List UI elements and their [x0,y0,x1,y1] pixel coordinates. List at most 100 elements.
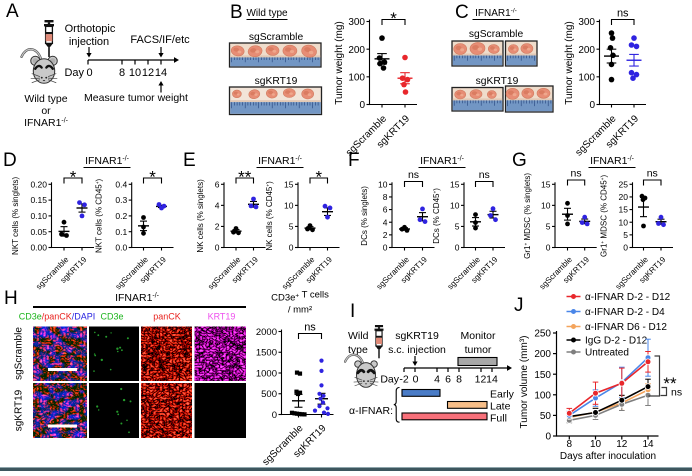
svg-text:D: D [3,150,17,171]
svg-text:*: * [390,9,397,28]
svg-text:10: 10 [619,217,629,227]
svg-text:14: 14 [155,67,167,79]
svg-text:10: 10 [284,200,294,210]
svg-text:B: B [230,2,243,23]
svg-text:Day: Day [380,374,399,386]
svg-text:4: 4 [434,374,440,386]
svg-text:J: J [514,295,524,316]
svg-text:DCs (% CD45+): DCs (% CD45+) [432,188,441,244]
svg-text:ns: ns [571,168,582,180]
svg-text:Gr1+ MDSC (% CD45+): Gr1+ MDSC (% CD45+) [600,175,609,257]
svg-text:0.15: 0.15 [30,195,47,205]
svg-text:5: 5 [623,230,628,240]
svg-text:100: 100 [348,72,365,83]
svg-text:CD3e/panCK/DAPI: CD3e/panCK/DAPI [19,312,96,322]
svg-text:ns: ns [479,169,490,181]
svg-text:E: E [183,150,196,171]
svg-text:0.4: 0.4 [115,179,127,189]
svg-text:6: 6 [445,374,451,386]
svg-text:sgKRT19: sgKRT19 [14,389,25,431]
svg-text:12: 12 [616,439,628,450]
svg-text:injection: injection [69,36,109,48]
svg-text:5: 5 [289,222,294,232]
svg-text:-2: -2 [399,374,408,386]
svg-text:0: 0 [272,410,277,421]
svg-text:DCs (% singlets): DCs (% singlets) [360,186,369,246]
svg-text:500: 500 [261,389,277,400]
svg-text:Wild: Wild [348,330,369,342]
svg-text:Late: Late [490,401,511,413]
svg-text:A: A [6,1,19,22]
svg-text:sgScramble: sgScramble [249,32,304,43]
svg-text:CD3e: CD3e [100,312,123,322]
svg-text:2: 2 [383,230,388,240]
svg-text:Monitor: Monitor [460,330,496,342]
svg-text:ns: ns [617,8,629,20]
svg-text:*: * [149,168,156,187]
svg-text:12: 12 [475,374,487,386]
svg-text:Measure tumor weight: Measure tumor weight [84,92,188,104]
svg-text:IFNAR1-/-: IFNAR1-/- [85,155,129,167]
svg-text:14: 14 [642,439,654,450]
svg-text:G: G [512,150,527,171]
svg-text:IFNAR1-/-: IFNAR1-/- [258,155,302,167]
svg-text:sgScramble: sgScramble [469,29,524,40]
svg-text:sgKRT19: sgKRT19 [395,330,439,342]
svg-text:0: 0 [589,100,595,111]
svg-text:*: * [315,168,322,187]
svg-text:6: 6 [383,205,388,215]
svg-text:2: 2 [215,222,220,232]
svg-text:0: 0 [545,432,551,443]
svg-text:s.c. injection: s.c. injection [388,344,446,356]
svg-text:15: 15 [541,179,551,189]
svg-text:2000: 2000 [256,327,277,338]
svg-text:1500: 1500 [256,348,277,359]
svg-text:H: H [4,288,18,309]
svg-text:sgKRT19: sgKRT19 [255,76,298,87]
svg-text:C: C [455,2,469,23]
svg-text:IFNAR1-/-: IFNAR1-/- [115,292,159,304]
svg-text:10: 10 [129,67,141,79]
svg-text:4: 4 [215,200,220,210]
svg-text:KRT19: KRT19 [208,312,236,322]
svg-text:IFNAR1-/-: IFNAR1-/- [475,8,517,19]
svg-text:0: 0 [623,243,628,253]
svg-text:12: 12 [142,67,154,79]
svg-text:0: 0 [413,374,419,386]
svg-text:tumor: tumor [465,344,492,356]
svg-text:0.2: 0.2 [115,211,127,221]
svg-text:300: 300 [348,17,365,28]
svg-text:NK cells (% singlets): NK cells (% singlets) [196,179,205,253]
svg-text:6: 6 [215,179,220,189]
svg-text:0.20: 0.20 [30,179,47,189]
svg-text:15: 15 [450,179,460,189]
svg-text:NKT cells (% CD45+): NKT cells (% CD45+) [95,178,104,253]
svg-text:8: 8 [119,67,125,79]
svg-text:Untreated: Untreated [585,348,629,359]
svg-text:50: 50 [540,411,552,422]
svg-text:5: 5 [546,222,551,232]
svg-text:5: 5 [455,222,460,232]
svg-text:IFNAR1-/-: IFNAR1-/- [420,155,464,167]
svg-text:α-IFNAR D6 - D12: α-IFNAR D6 - D12 [585,322,667,333]
svg-text:15: 15 [619,205,629,215]
svg-text:Orthotopic: Orthotopic [65,23,116,35]
svg-text:ns: ns [408,169,419,181]
svg-text:F: F [348,150,360,171]
svg-text:200: 200 [348,45,365,56]
svg-text:Tumor weight (mg): Tumor weight (mg) [334,21,345,105]
svg-text:NKT cells (% singlets): NKT cells (% singlets) [11,177,20,255]
svg-text:Tumor weight (mg): Tumor weight (mg) [564,21,575,105]
svg-text:150: 150 [534,370,551,381]
svg-text:*: * [70,168,77,187]
svg-text:0: 0 [546,243,551,253]
svg-text:200: 200 [578,45,595,56]
svg-text:Gr1+ MDSC (% singlets): Gr1+ MDSC (% singlets) [523,173,532,259]
svg-text:or: or [41,105,51,117]
svg-text:panCK: panCK [153,312,181,322]
svg-text:IFNAR1-/-: IFNAR1-/- [590,155,634,167]
svg-text:0: 0 [215,243,220,253]
svg-text:20: 20 [619,192,629,202]
svg-text:ns: ns [647,168,658,180]
svg-text:IgG D-2 - D12: IgG D-2 - D12 [585,336,648,347]
